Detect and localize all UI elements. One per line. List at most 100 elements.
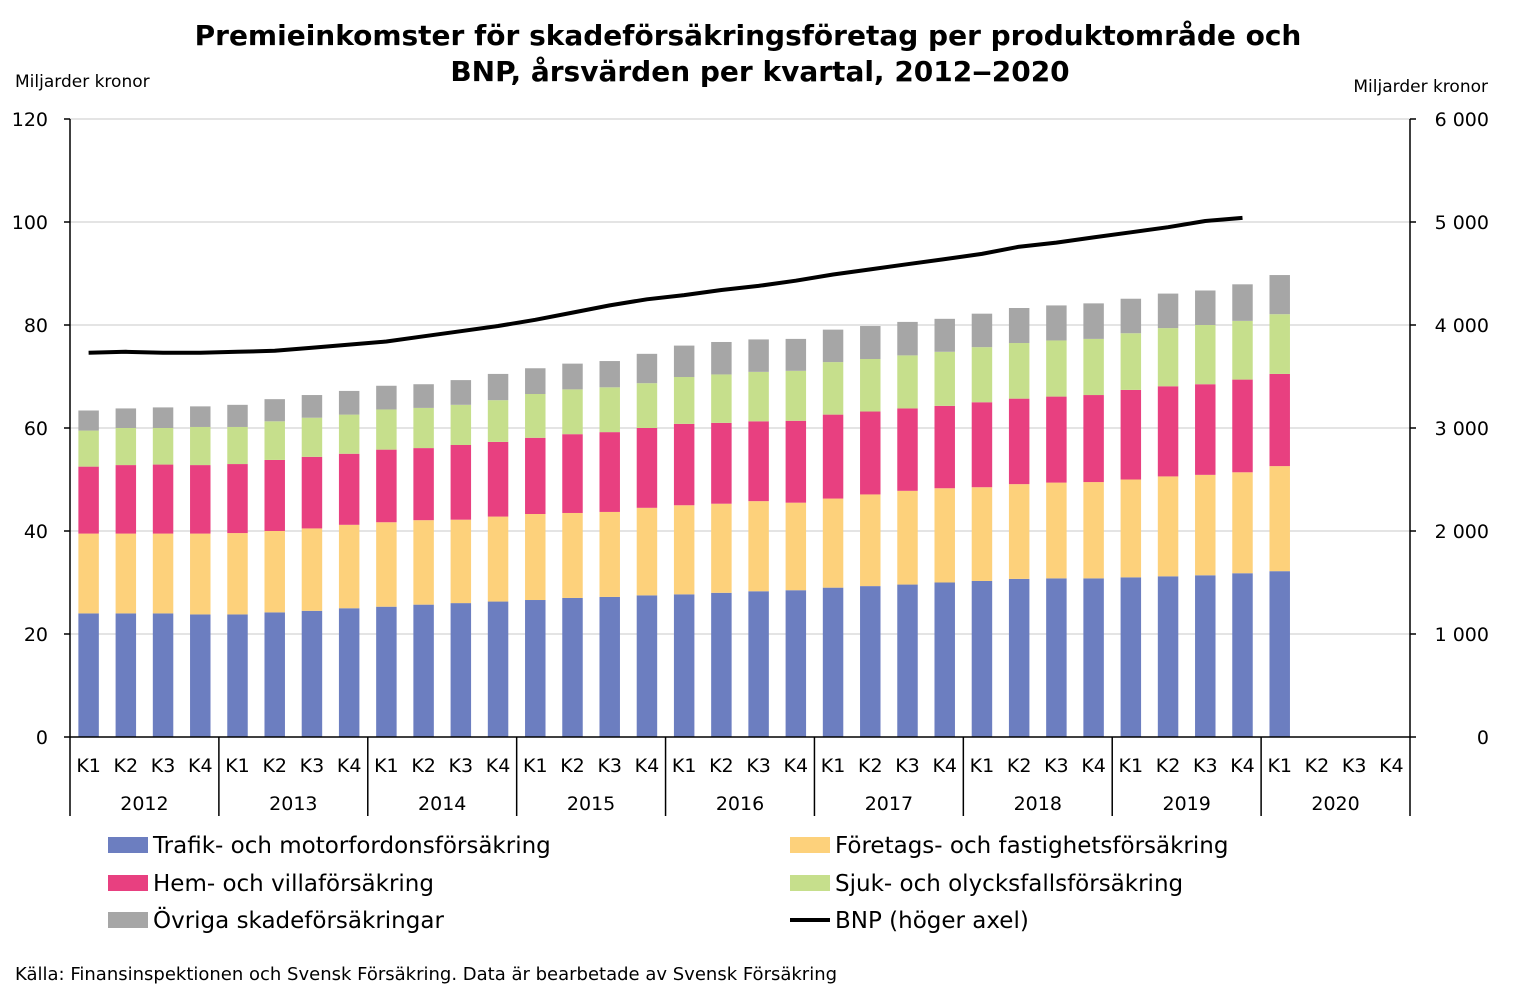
bar-segment-1: [413, 520, 434, 605]
bar-segment-3: [115, 428, 137, 466]
legend-swatch: [790, 875, 830, 891]
bar-segment-0: [487, 601, 509, 737]
bar-segment-2: [152, 464, 174, 534]
bar-segment-0: [115, 613, 137, 737]
bar-segment-4: [934, 318, 955, 352]
bar-segment-4: [1120, 298, 1142, 334]
bar-segment-0: [711, 592, 732, 737]
bar-segment-0: [822, 587, 844, 737]
bar-segment-0: [1232, 573, 1253, 737]
bar-segment-4: [264, 399, 285, 422]
left-tick-labels: 0 20 40 60 80 100 120: [12, 109, 48, 749]
bar-segment-2: [413, 448, 434, 521]
year-label: 2016: [716, 793, 764, 815]
bar-segment-0: [1083, 578, 1104, 737]
bnp-line: [88, 215, 1243, 355]
bar-segment-0: [897, 584, 918, 737]
bar-segment-0: [673, 594, 695, 737]
bar-segment-0: [748, 591, 769, 737]
legend-label: Övriga skadeförsäkringar: [153, 906, 444, 934]
bar-segment-2: [338, 453, 360, 525]
bar-segment-3: [860, 358, 881, 412]
right-tick-label: 4 000: [1435, 315, 1489, 337]
bar-segment-2: [190, 465, 211, 534]
gridlines: [70, 118, 1410, 635]
bar-segment-3: [934, 351, 955, 406]
bar-segment-2: [376, 449, 397, 523]
quarter-label: K1: [225, 755, 250, 777]
bar-segment-4: [376, 385, 397, 410]
legend-swatch: [790, 837, 830, 853]
bar-segment-0: [860, 586, 881, 737]
chart-title-line-1: Premieinkomster för skadeförsäkringsföre…: [195, 19, 1302, 52]
bar-segment-0: [1157, 576, 1179, 737]
bar-segment-3: [450, 404, 472, 445]
bar-segment-1: [599, 511, 620, 597]
bar-segment-4: [1046, 305, 1067, 341]
axes: [64, 118, 1416, 816]
year-label: 2020: [1311, 793, 1359, 815]
bar-segment-3: [338, 414, 360, 454]
bar-segment-4: [190, 406, 211, 427]
bar-segment-3: [152, 428, 174, 465]
bars: [78, 275, 1290, 737]
quarter-label: K2: [858, 755, 883, 777]
bar-segment-0: [525, 600, 546, 737]
bar-segment-2: [1120, 389, 1142, 480]
bar-segment-3: [562, 389, 583, 435]
quarter-label: K1: [76, 755, 101, 777]
bar-segment-4: [599, 361, 620, 388]
quarter-label: K4: [784, 755, 809, 777]
bar-segment-3: [301, 417, 323, 457]
bar-segment-2: [673, 423, 695, 506]
bar-segment-1: [152, 533, 174, 614]
bar-segment-2: [301, 456, 323, 529]
year-label: 2015: [567, 793, 615, 815]
source-note: Källa: Finansinspektionen och Svensk För…: [15, 964, 837, 985]
bar-segment-0: [785, 590, 807, 737]
bar-segment-0: [376, 606, 397, 737]
bar-segment-0: [636, 595, 658, 737]
bar-segment-1: [860, 494, 881, 587]
bar-segment-2: [860, 411, 881, 495]
bar-segment-0: [413, 604, 434, 737]
quarter-label: K2: [114, 755, 139, 777]
quarter-label: K3: [449, 755, 474, 777]
bar-segment-3: [748, 371, 769, 422]
bar-segment-4: [301, 395, 323, 418]
bar-segment-3: [525, 394, 546, 438]
quarter-label: K2: [560, 755, 585, 777]
left-tick-label: 120: [12, 109, 48, 131]
quarter-label: K3: [746, 755, 771, 777]
quarter-label: K2: [709, 755, 734, 777]
bar-segment-4: [338, 390, 360, 415]
legend-swatch: [108, 837, 148, 853]
left-tick-label: 100: [12, 212, 48, 234]
bar-segment-2: [897, 408, 918, 491]
right-tick-label: 3 000: [1435, 418, 1489, 440]
bar-segment-1: [711, 503, 732, 593]
bar-segment-1: [376, 522, 397, 607]
right-tick-label: 2 000: [1435, 521, 1489, 543]
quarter-label: K4: [1081, 755, 1106, 777]
bar-segment-0: [1269, 571, 1290, 737]
bar-segment-0: [599, 596, 620, 737]
bar-segment-2: [1046, 396, 1067, 483]
right-tick-labels: 0 1 000 2 000 3 000 4 000 5 000 6 000: [1435, 109, 1489, 749]
bar-segment-0: [264, 612, 285, 737]
quarter-label: K3: [151, 755, 176, 777]
quarter-label: K1: [1267, 755, 1292, 777]
bar-segment-2: [1232, 379, 1253, 473]
bar-segment-4: [525, 368, 546, 395]
quarter-label: K4: [1230, 755, 1255, 777]
bar-segment-1: [1083, 482, 1104, 579]
bar-segment-3: [822, 362, 844, 415]
bar-segment-3: [227, 426, 248, 465]
quarter-label: K3: [597, 755, 622, 777]
bar-segment-4: [152, 407, 174, 428]
bar-segment-3: [636, 383, 658, 428]
bar-segment-2: [748, 421, 769, 502]
bar-segment-2: [1008, 398, 1030, 485]
bar-segment-0: [1046, 578, 1067, 737]
